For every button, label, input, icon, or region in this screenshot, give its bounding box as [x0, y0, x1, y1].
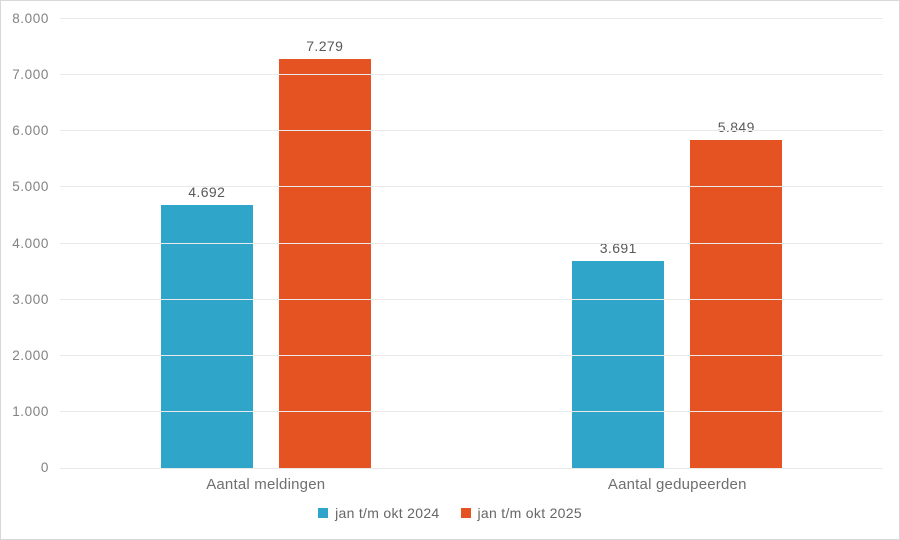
bar-groups: 4.692 7.279 3.691 5.849 — [60, 19, 883, 468]
y-axis-tick-label: 3.000 — [12, 291, 49, 307]
gridline — [60, 242, 883, 244]
bar-series-1-category-0[interactable]: 7.279 — [278, 38, 371, 468]
gridline — [60, 74, 883, 76]
legend-item-label: jan t/m okt 2024 — [335, 505, 440, 521]
legend-item-label: jan t/m okt 2025 — [477, 505, 582, 521]
y-axis-tick-label: 4.000 — [12, 235, 49, 251]
bar-series-0-category-0[interactable]: 4.692 — [160, 184, 253, 468]
gridline — [60, 298, 883, 300]
y-axis-tick-label: 1.000 — [12, 403, 49, 419]
x-axis-category-label: Aantal gedupeerden — [607, 476, 747, 493]
y-axis-tick-label: 7.000 — [12, 67, 49, 83]
legend-item-2024[interactable]: jan t/m okt 2024 — [318, 505, 439, 521]
bar-series-0-category-1[interactable]: 3.691 — [572, 240, 665, 468]
bar-value-label: 7.279 — [306, 38, 344, 55]
bar-series-1-category-1[interactable]: 5.849 — [690, 119, 783, 468]
bar-value-label: 4.692 — [188, 183, 226, 200]
legend-item-2025[interactable]: jan t/m okt 2025 — [460, 505, 582, 521]
bar-group: 4.692 7.279 — [60, 19, 472, 468]
y-axis-tick-label: 2.000 — [12, 347, 49, 363]
x-axis-category-label: Aantal meldingen — [206, 476, 326, 493]
gridline — [60, 186, 883, 188]
bar-value-label: 5.849 — [717, 118, 755, 135]
legend-swatch-icon — [318, 508, 329, 518]
gridline — [60, 410, 883, 412]
gridline — [60, 354, 883, 356]
y-axis-tick-label: 6.000 — [12, 123, 49, 139]
y-axis: 8.000 7.000 6.000 5.000 4.000 3.000 2.000 1.000… — [1, 11, 49, 475]
y-axis-tick-label: 8.000 — [12, 11, 49, 26]
x-axis: Aantal meldingen Aantal gedupeerden — [60, 476, 883, 493]
legend-swatch-icon — [460, 508, 471, 518]
gridline — [60, 130, 883, 132]
bar-value-label: 3.691 — [599, 239, 637, 256]
plot-area: 4.692 7.279 3.691 5.849 — [60, 18, 883, 469]
y-axis-tick-label: 0 — [40, 460, 49, 475]
gridline — [60, 468, 883, 469]
bar-group: 3.691 5.849 — [472, 19, 884, 468]
y-axis-tick-label: 5.000 — [12, 179, 49, 195]
legend: jan t/m okt 2024 jan t/m okt 2025 — [1, 505, 899, 521]
gridline — [60, 18, 883, 19]
